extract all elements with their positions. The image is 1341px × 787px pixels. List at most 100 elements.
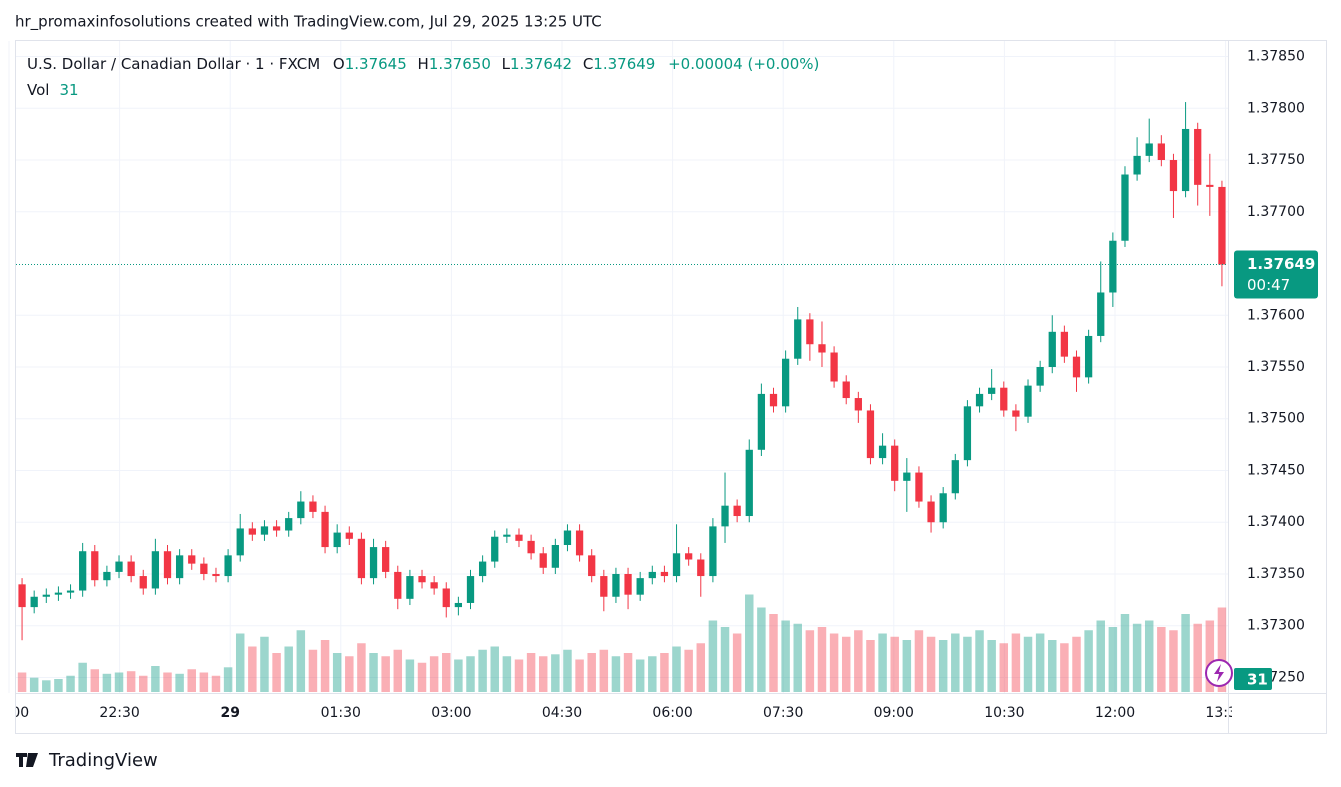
candle-body (406, 576, 414, 599)
candle-body (709, 526, 717, 577)
volume-bar (272, 653, 281, 692)
candle-body (103, 571, 111, 581)
bolt (1214, 664, 1224, 682)
candle-body (1181, 128, 1190, 192)
volume-bar (817, 627, 827, 692)
volume-bar (490, 646, 499, 692)
vol-legend: Vol 31 (27, 81, 79, 99)
volume-bar (235, 633, 245, 692)
candle-body (757, 393, 766, 450)
candle-body (272, 526, 281, 531)
volume-bar (878, 633, 887, 692)
volume-bar (902, 640, 912, 692)
volume-bar (466, 656, 475, 692)
volume-bar (623, 653, 633, 692)
candle-body (163, 551, 172, 579)
volume-bar (1157, 627, 1166, 692)
candle-body (1169, 160, 1178, 192)
candle-body (333, 532, 341, 548)
volume-bar (696, 643, 706, 692)
y-tick-label: 1.37400 (1247, 514, 1305, 530)
candle-body (1206, 184, 1214, 187)
candle-body (79, 551, 87, 591)
candle-body (685, 553, 693, 560)
y-tick-label: 1.37750 (1247, 152, 1305, 168)
h-value: 1.37650 (429, 55, 491, 73)
volume-bar (381, 656, 390, 692)
volume-bar (1011, 633, 1021, 692)
candle-body (30, 596, 38, 608)
volume-bar (732, 633, 742, 692)
volume-bar (1181, 614, 1190, 692)
tv-logo: TradingView (16, 750, 158, 771)
volume-bar (526, 653, 536, 692)
volume-bar (1193, 623, 1202, 692)
volume-bar (478, 649, 487, 692)
candle-body (866, 410, 875, 459)
volume-bar (1144, 620, 1154, 692)
volume-bar (17, 672, 27, 692)
candle-body (115, 561, 123, 572)
volume-bar (296, 630, 306, 692)
volume-bar (29, 677, 39, 692)
volume-bar (987, 640, 996, 692)
candle-body (648, 571, 656, 579)
axes: 1.37850 1.37800 1.37750 1.37700 1.37600 1.375… (16, 49, 1305, 685)
candle-body (1194, 128, 1202, 185)
volume-bar (1060, 643, 1069, 692)
candle-body (1145, 143, 1153, 156)
volume-bar (793, 623, 802, 692)
volume-bar (199, 672, 209, 692)
candle-body (1109, 240, 1117, 293)
chart-frame (15, 40, 1327, 734)
volume-bar (975, 630, 984, 692)
volume-bar (1048, 640, 1057, 692)
candle-body (781, 358, 790, 407)
x-tick-label: 10:30 (984, 705, 1024, 721)
volume-bar (357, 643, 366, 692)
vol-label: Vol (27, 81, 49, 99)
candle-body (309, 501, 317, 512)
candle-body (1133, 155, 1141, 175)
candle-body (1012, 410, 1020, 417)
candle-body (600, 576, 608, 597)
volume-bar (635, 659, 645, 692)
volume-bar (1120, 614, 1130, 692)
candle-body (297, 501, 305, 519)
symbol: U.S. Dollar / Canadian Dollar · 1 · FXCM (27, 55, 320, 73)
candle-body (563, 530, 572, 546)
candle-body (285, 518, 293, 531)
y-tick-label: 1.37700 (1247, 204, 1305, 220)
price-badge (1234, 250, 1318, 299)
y-tick-label: 1.37550 (1247, 359, 1305, 375)
candle-body (539, 553, 547, 568)
x-tick-label: 04:30 (542, 705, 582, 721)
c-value: 1.37649 (593, 55, 655, 73)
volume-bar (42, 680, 51, 692)
candle-body (1084, 335, 1093, 378)
volume-bar (332, 653, 342, 692)
candle-body (527, 540, 535, 554)
countdown: 00:47 (1247, 276, 1290, 294)
candle-body (927, 501, 935, 523)
volume-bar (151, 666, 160, 692)
candle-body (794, 319, 802, 359)
volume-bar (369, 653, 378, 692)
volume-bar (442, 653, 451, 692)
volume-bar (684, 649, 693, 692)
candle-body (939, 493, 947, 523)
candle-body (588, 555, 596, 577)
volume-bar (175, 673, 184, 692)
candle-body (636, 578, 644, 595)
candle-body (1121, 174, 1129, 241)
candle-body (1000, 387, 1008, 411)
volume-bar (575, 659, 584, 692)
price-badge-value: 1.37649 (1247, 255, 1315, 273)
candle-body (975, 393, 984, 407)
candle-body (1036, 367, 1044, 386)
candle-body (345, 532, 353, 539)
volume-bar (345, 656, 354, 692)
candle-body (188, 555, 196, 564)
volume-bar (829, 633, 839, 692)
